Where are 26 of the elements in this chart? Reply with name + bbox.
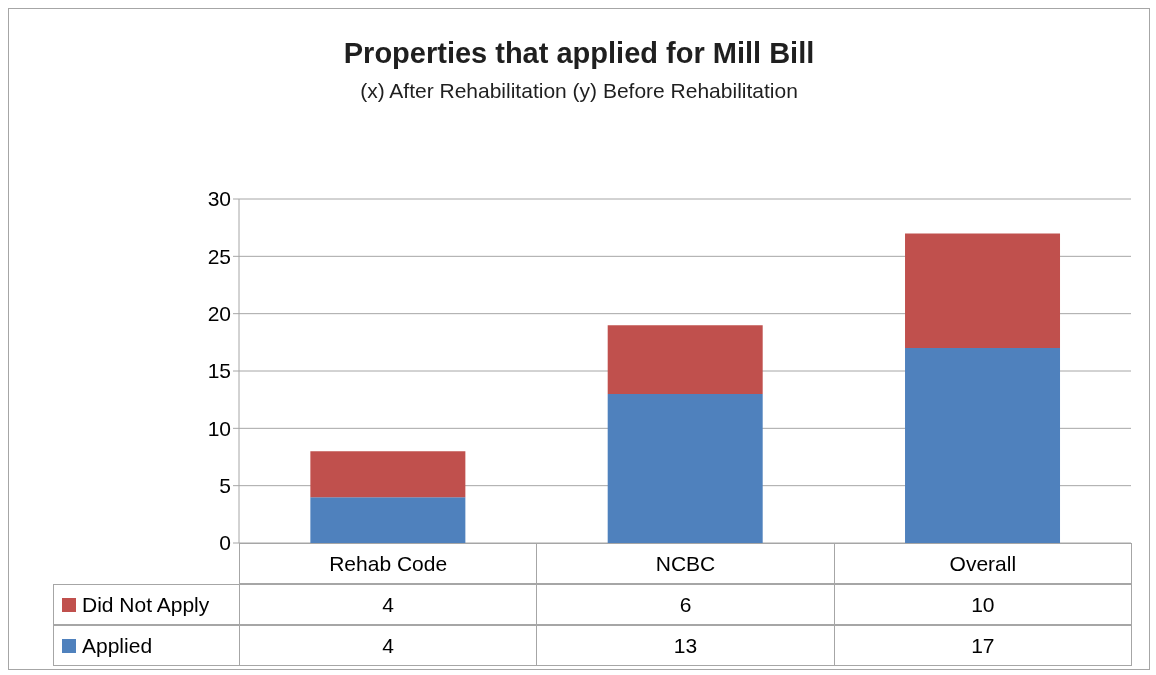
data-label: 17 <box>833 625 1132 666</box>
bar <box>607 393 763 543</box>
data-label: 4 <box>239 625 538 666</box>
bar <box>310 451 466 498</box>
data-label: 6 <box>536 584 835 625</box>
y-tick-label: 20 <box>207 302 231 326</box>
bar <box>905 233 1061 349</box>
data-label: 10 <box>833 584 1132 625</box>
bar <box>905 348 1061 543</box>
y-tick-label: 10 <box>207 416 231 440</box>
x-tick-label: NCBC <box>536 543 835 584</box>
y-tick-label: 25 <box>207 244 231 268</box>
bar <box>310 497 466 543</box>
chart-title: Properties that applied for Mill Bill <box>342 37 816 70</box>
data-label: 4 <box>239 584 538 625</box>
y-tick-label: 15 <box>207 359 231 383</box>
chart-subtitle: (x) After Rehabilitation (y) Before Rehabilitation <box>359 79 799 103</box>
y-tick-label: 30 <box>207 187 231 211</box>
legend-label: Did Not Apply <box>82 592 210 617</box>
x-tick-label: Rehab Code <box>239 543 538 584</box>
y-tick-label: 5 <box>219 474 231 498</box>
data-label: 13 <box>536 625 835 666</box>
x-tick-label: Overall <box>833 543 1132 584</box>
bar <box>607 325 763 394</box>
legend-label: Applied <box>82 633 153 658</box>
y-tick-label: 0 <box>219 531 231 555</box>
